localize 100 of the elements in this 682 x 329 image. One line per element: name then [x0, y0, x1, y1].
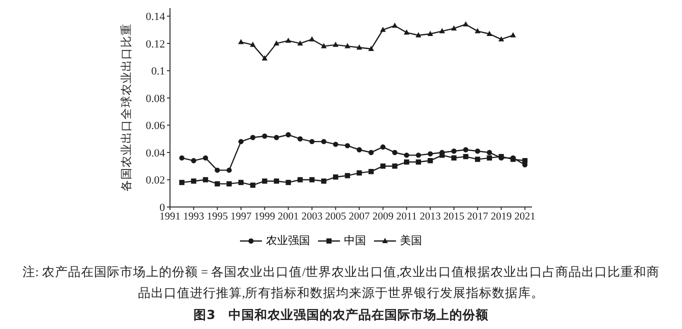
- x-tick-label: 2009: [372, 211, 394, 222]
- point: [439, 28, 445, 34]
- point: [522, 158, 528, 164]
- point: [356, 170, 362, 176]
- point: [439, 152, 445, 158]
- point: [380, 144, 386, 150]
- point: [498, 36, 504, 42]
- point: [380, 164, 386, 169]
- point: [321, 138, 326, 144]
- point: [463, 147, 468, 152]
- point: [451, 155, 457, 161]
- point: [286, 180, 291, 186]
- x-tick-label: 2015: [443, 211, 464, 222]
- point: [368, 46, 374, 51]
- point: [380, 26, 386, 32]
- point: [451, 25, 457, 31]
- point: [285, 38, 292, 43]
- point: [427, 30, 434, 36]
- point: [238, 138, 244, 144]
- point: [320, 43, 327, 48]
- point: [392, 150, 398, 156]
- y-tick-label: 0.04: [146, 147, 166, 160]
- point: [179, 155, 184, 161]
- point: [486, 155, 492, 161]
- point: [392, 164, 398, 169]
- x-tick-label: 2007: [348, 211, 370, 222]
- x-tick-label: 1993: [183, 211, 204, 222]
- x-tick-label: 1995: [206, 211, 228, 222]
- point: [226, 181, 232, 186]
- point: [214, 181, 220, 186]
- point: [404, 159, 410, 165]
- y-tick-label: 0.14: [146, 11, 166, 24]
- point: [474, 148, 480, 154]
- point: [202, 155, 208, 161]
- x-tick-label: 2021: [514, 211, 536, 222]
- x-tick-label: 1999: [254, 211, 276, 222]
- x-tick-label: 2005: [325, 211, 346, 222]
- point: [451, 148, 457, 154]
- text: 图3 中国和农业强国的农产品在国际市场上的份额: [192, 306, 490, 324]
- point: [250, 42, 256, 47]
- y-tick-label: 0.12: [146, 38, 165, 50]
- point: [202, 177, 208, 182]
- point: [250, 182, 256, 188]
- point: [404, 29, 410, 35]
- point: [191, 158, 196, 164]
- point: [486, 30, 492, 36]
- point: [274, 40, 280, 46]
- point: [392, 22, 398, 28]
- point: [226, 168, 232, 173]
- point: [238, 38, 244, 44]
- point: [250, 134, 256, 140]
- point: [297, 40, 303, 46]
- point: [274, 134, 280, 140]
- point: [428, 158, 433, 164]
- point: [474, 28, 480, 34]
- point: [344, 173, 350, 178]
- point: [462, 21, 469, 26]
- point: [428, 151, 433, 156]
- text: 注: 农产品在国际市场上的份额 = 各国农业出口值/世界农业出口值,农业出口值根据农业出口占商品出口比重和商品出口值进行推算,所有指标和数据均来源于世界银行发展指标数据库。: [21, 264, 661, 302]
- x-tick-label: 2003: [301, 211, 322, 222]
- point: [333, 142, 338, 147]
- point: [368, 168, 374, 174]
- x-tick-label: 2017: [467, 211, 488, 222]
- point: [486, 150, 492, 156]
- point: [262, 134, 268, 139]
- point: [191, 178, 196, 184]
- point: [179, 180, 184, 186]
- point: [416, 152, 422, 158]
- point: [416, 32, 422, 38]
- point: [309, 177, 315, 182]
- legend-label: 农业强国: [266, 234, 310, 248]
- x-tick-label: 2013: [420, 211, 441, 222]
- point: [463, 154, 468, 160]
- point: [344, 43, 350, 48]
- point: [474, 156, 480, 162]
- point: [356, 44, 362, 50]
- x-tick-label: 2019: [490, 211, 512, 222]
- x-tick-label: 2011: [396, 211, 417, 222]
- point: [309, 36, 315, 42]
- point: [332, 42, 338, 47]
- y-tick-label: 0.06: [146, 120, 166, 132]
- point: [262, 55, 268, 61]
- point: [404, 152, 410, 158]
- point: [344, 143, 350, 148]
- y-tick-label: 0.02: [146, 174, 165, 187]
- legend-label: 中国: [344, 234, 366, 248]
- point: [416, 159, 422, 165]
- point: [333, 174, 338, 180]
- point: [274, 178, 280, 184]
- point: [262, 178, 268, 184]
- x-tick-label: 1991: [160, 211, 180, 222]
- x-tick-label: 1997: [230, 211, 252, 222]
- point: [286, 132, 291, 138]
- point: [510, 32, 516, 38]
- x-tick-label: 2001: [278, 211, 299, 222]
- point: [238, 180, 244, 186]
- legend-label: 美国: [400, 234, 422, 248]
- y-tick-label: 0.1: [151, 66, 165, 78]
- point: [309, 138, 315, 144]
- point: [368, 150, 374, 156]
